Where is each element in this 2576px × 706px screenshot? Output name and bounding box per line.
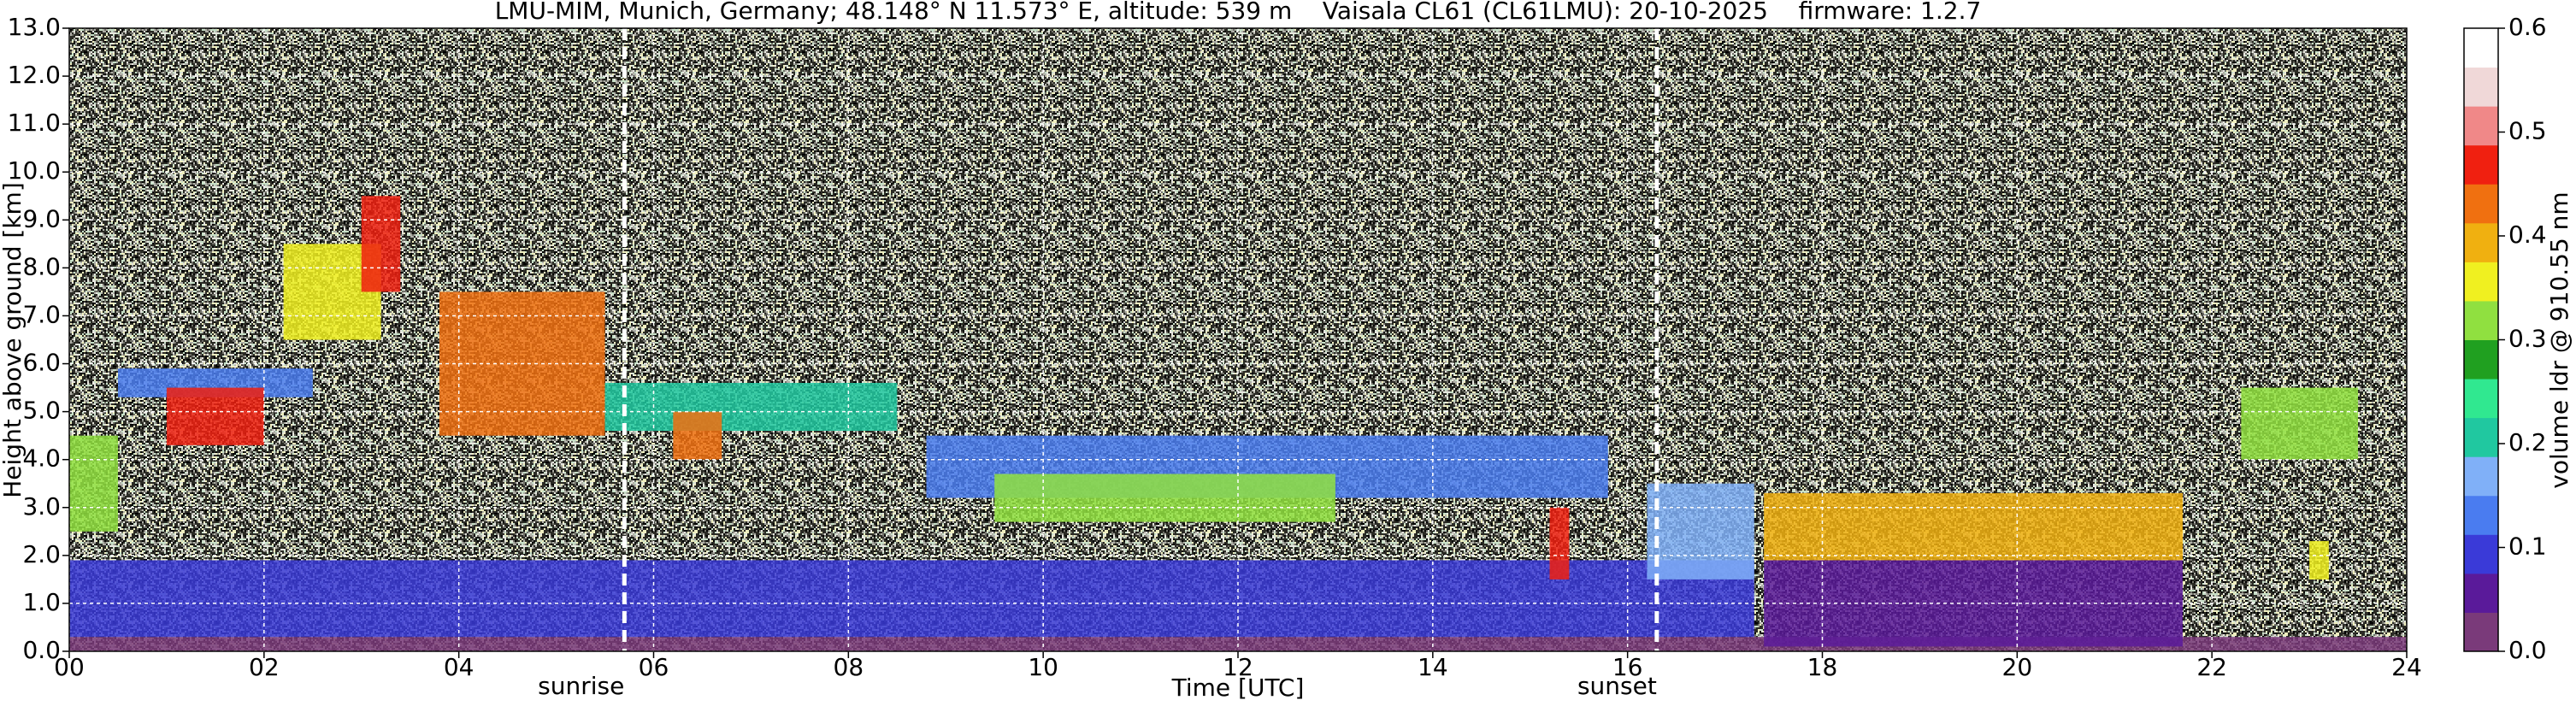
x-tick-label: 22 bbox=[2196, 653, 2227, 681]
y-tick-label: 1.0 bbox=[22, 588, 61, 616]
x-tick-label: 08 bbox=[834, 653, 864, 681]
plot-frame bbox=[68, 27, 2408, 652]
x-tick-label: 14 bbox=[1418, 653, 1448, 681]
ldr-region bbox=[2241, 387, 2359, 460]
colorbar-segment bbox=[2464, 262, 2498, 302]
colorbar-segment bbox=[2464, 222, 2498, 262]
colorbar-segment bbox=[2464, 534, 2498, 574]
x-axis-label: Time [UTC] bbox=[1171, 674, 1305, 702]
x-tick-label: 06 bbox=[639, 653, 669, 681]
y-tick-label: 3.0 bbox=[22, 492, 61, 521]
x-tick-label: 02 bbox=[249, 653, 280, 681]
colorbar-segment bbox=[2464, 106, 2498, 146]
annotation-label: sunrise bbox=[538, 672, 624, 700]
x-tick-label: 16 bbox=[1612, 653, 1643, 681]
colorbar-segment bbox=[2464, 573, 2498, 613]
colorbar-tick-label: 0.1 bbox=[2508, 532, 2547, 561]
x-tick-label: 12 bbox=[1223, 653, 1253, 681]
colorbar-tick-label: 0.6 bbox=[2508, 13, 2547, 41]
colorbar-segment bbox=[2464, 144, 2498, 185]
ldr-region bbox=[604, 382, 898, 432]
x-tick-label: 04 bbox=[444, 653, 475, 681]
colorbar-segment bbox=[2464, 339, 2498, 379]
y-tick-label: 0.0 bbox=[22, 636, 61, 664]
colorbar-segment bbox=[2464, 28, 2498, 68]
x-tick-label: 18 bbox=[1807, 653, 1838, 681]
y-tick-label: 13.0 bbox=[8, 13, 61, 41]
y-tick-label: 4.0 bbox=[22, 444, 61, 473]
y-tick-label: 9.0 bbox=[22, 204, 61, 232]
ldr-region bbox=[673, 411, 722, 460]
ldr-region bbox=[69, 560, 1754, 638]
y-axis-label: Height above ground [km] bbox=[0, 182, 27, 498]
x-tick-label: 00 bbox=[54, 653, 85, 681]
annotation-label: sunset bbox=[1577, 672, 1657, 700]
x-tick-label: 20 bbox=[2002, 653, 2033, 681]
colorbar-segment bbox=[2464, 612, 2498, 652]
y-tick-label: 7.0 bbox=[22, 300, 61, 328]
ldr-region bbox=[361, 196, 401, 292]
colorbar-segment bbox=[2464, 456, 2498, 497]
y-tick-label: 10.0 bbox=[8, 156, 61, 185]
colorbar-label: volume ldr @ 910.55 nm bbox=[2545, 191, 2573, 488]
y-tick-label: 12.0 bbox=[8, 61, 61, 89]
colorbar-tick-label: 0.3 bbox=[2508, 325, 2547, 353]
y-tick-label: 11.0 bbox=[8, 109, 61, 137]
y-tick-label: 8.0 bbox=[22, 252, 61, 280]
colorbar-segment bbox=[2464, 379, 2498, 419]
colorbar-segment bbox=[2464, 417, 2498, 457]
x-tick-label: 24 bbox=[2391, 653, 2422, 681]
ldr-region bbox=[1764, 492, 2183, 561]
colorbar-tick-label: 0.5 bbox=[2508, 117, 2547, 145]
ldr-region bbox=[1647, 483, 1754, 580]
colorbar-tick-label: 0.4 bbox=[2508, 221, 2547, 249]
colorbar-segment bbox=[2464, 300, 2498, 340]
y-tick-label: 2.0 bbox=[22, 540, 61, 568]
ldr-region bbox=[1549, 507, 1570, 580]
y-tick-label: 5.0 bbox=[22, 397, 61, 425]
colorbar-tick-label: 0.2 bbox=[2508, 428, 2547, 456]
chart-title: LMU-MIM, Munich, Germany; 48.148° N 11.5… bbox=[495, 0, 1982, 25]
ldr-region bbox=[2309, 541, 2329, 580]
y-tick-label: 6.0 bbox=[22, 349, 61, 377]
x-tick-label: 10 bbox=[1028, 653, 1058, 681]
colorbar-tick-label: 0.0 bbox=[2508, 636, 2547, 664]
ldr-region bbox=[166, 387, 264, 445]
ldr-region bbox=[994, 474, 1335, 522]
colorbar-segment bbox=[2464, 495, 2498, 535]
ldr-region bbox=[69, 435, 118, 532]
colorbar-segment bbox=[2464, 184, 2498, 224]
colorbar-segment bbox=[2464, 67, 2498, 107]
